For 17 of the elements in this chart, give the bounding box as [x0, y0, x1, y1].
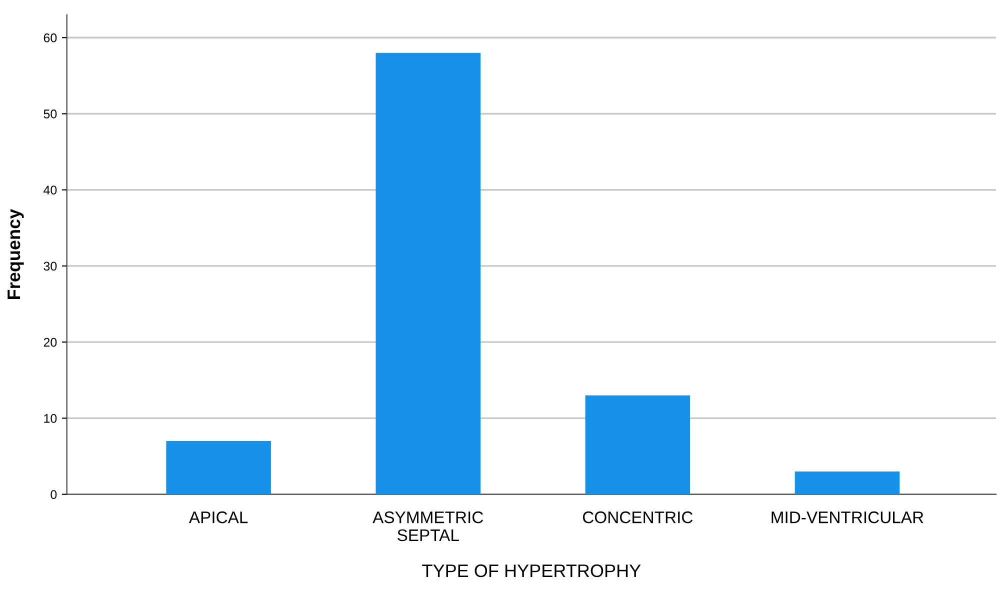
y-tick-label: 0 — [50, 490, 57, 499]
bar — [585, 395, 690, 494]
x-axis-title: TYPE OF HYPERTROPHY — [422, 564, 641, 578]
y-axis-title: Frequency — [8, 209, 24, 300]
y-tick-label: 30 — [44, 262, 57, 271]
bar — [794, 471, 900, 494]
y-tick-label: 10 — [44, 414, 57, 423]
y-tick-label: 20 — [44, 338, 57, 347]
y-tick-label: 60 — [44, 33, 57, 42]
bar — [376, 52, 481, 494]
x-tick-label: MID-VENTRICULAR — [772, 511, 924, 524]
y-tick-label: 40 — [44, 186, 57, 195]
bar — [166, 441, 271, 494]
y-tick-label: 50 — [44, 110, 57, 118]
x-tick-label: CONCENTRIC — [582, 511, 693, 524]
x-tick-label: APICAL — [188, 511, 248, 524]
x-tick-label: ASYMMETRIC SEPTAL — [372, 511, 484, 542]
